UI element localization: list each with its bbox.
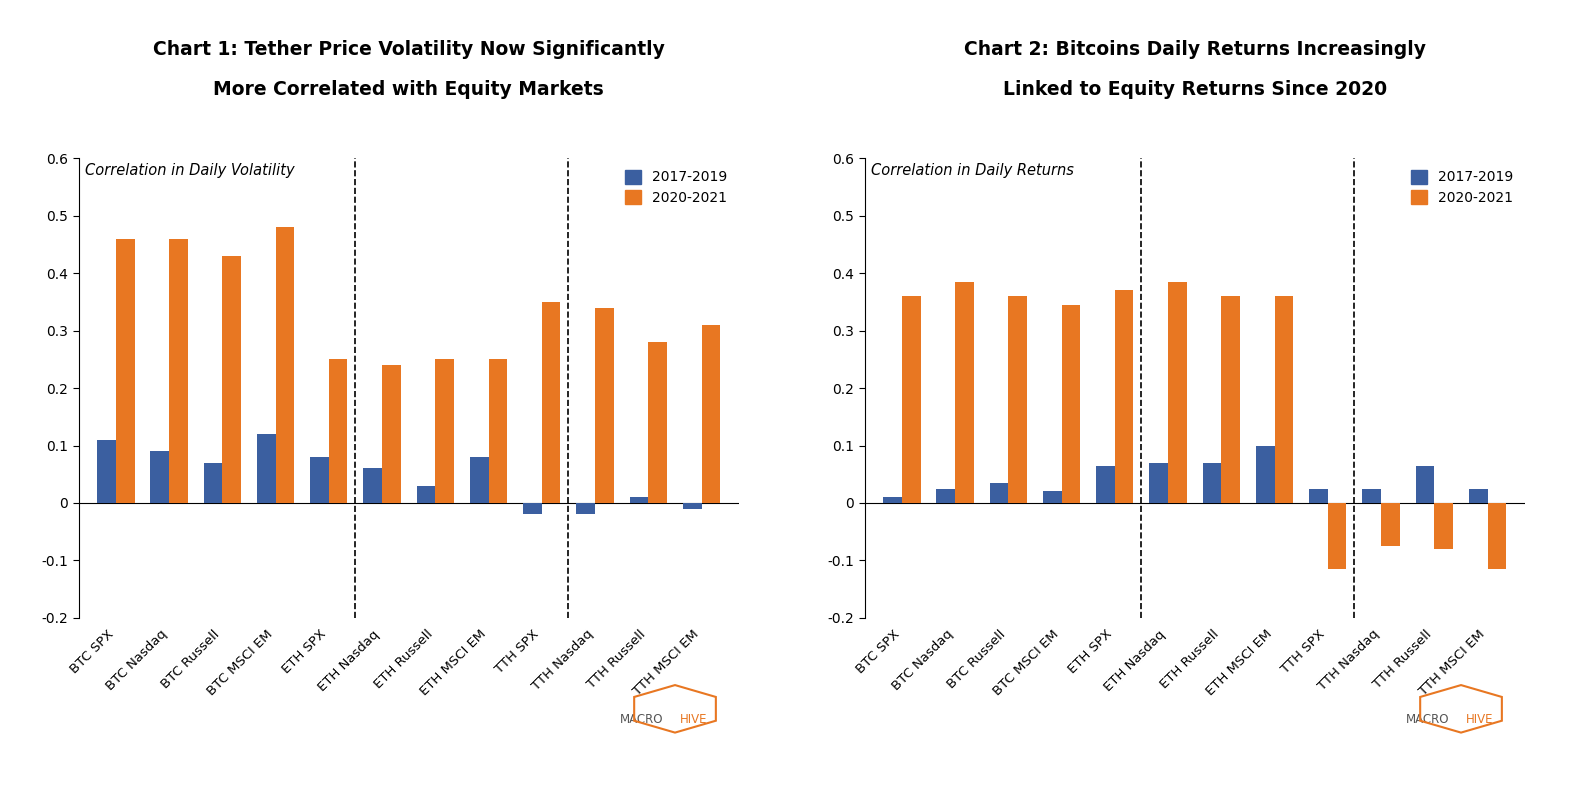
Bar: [1042, 491, 1061, 503]
Text: Linked to Equity Returns Since 2020: Linked to Equity Returns Since 2020: [1003, 80, 1387, 99]
Bar: [1096, 466, 1115, 503]
Bar: [1221, 296, 1240, 503]
Bar: [116, 239, 135, 503]
Bar: [382, 365, 401, 503]
Bar: [1416, 466, 1434, 503]
Text: Correlation in Daily Volatility: Correlation in Daily Volatility: [85, 163, 296, 178]
Text: HIVE: HIVE: [1465, 713, 1493, 725]
Bar: [1363, 489, 1382, 503]
Bar: [204, 463, 222, 503]
Text: Chart 2: Bitcoins Daily Returns Increasingly: Chart 2: Bitcoins Daily Returns Increasi…: [964, 40, 1426, 59]
Legend: 2017-2019, 2020-2021: 2017-2019, 2020-2021: [1407, 166, 1519, 209]
Bar: [1487, 503, 1506, 569]
Bar: [275, 227, 294, 503]
Bar: [937, 489, 956, 503]
Bar: [1008, 296, 1027, 503]
Bar: [1309, 489, 1328, 503]
Bar: [1168, 282, 1187, 503]
Bar: [648, 342, 667, 503]
Bar: [1149, 463, 1168, 503]
Bar: [523, 503, 542, 515]
Bar: [1382, 503, 1399, 546]
Bar: [577, 503, 596, 515]
Bar: [956, 282, 973, 503]
Bar: [489, 360, 508, 503]
Text: HIVE: HIVE: [679, 713, 707, 725]
Bar: [1434, 503, 1453, 549]
Bar: [256, 434, 275, 503]
Bar: [363, 468, 382, 503]
Bar: [97, 440, 116, 503]
Bar: [701, 325, 720, 503]
Bar: [630, 497, 648, 503]
Bar: [417, 485, 435, 503]
Text: MACRO: MACRO: [619, 713, 663, 725]
Bar: [222, 256, 241, 503]
Bar: [596, 308, 613, 503]
Bar: [883, 497, 902, 503]
Bar: [151, 451, 170, 503]
Bar: [1061, 305, 1080, 503]
Bar: [1275, 296, 1294, 503]
Bar: [682, 503, 701, 508]
Bar: [990, 483, 1008, 503]
Bar: [170, 239, 187, 503]
Bar: [1203, 463, 1221, 503]
Bar: [310, 457, 329, 503]
Bar: [1468, 489, 1487, 503]
Bar: [1256, 445, 1275, 503]
Bar: [435, 360, 454, 503]
Text: More Correlated with Equity Markets: More Correlated with Equity Markets: [214, 80, 604, 99]
Bar: [1328, 503, 1347, 569]
Text: Chart 1: Tether Price Volatility Now Significantly: Chart 1: Tether Price Volatility Now Sig…: [152, 40, 665, 59]
Bar: [542, 302, 561, 503]
Bar: [902, 296, 921, 503]
Text: Correlation in Daily Returns: Correlation in Daily Returns: [871, 163, 1074, 178]
Bar: [1115, 291, 1133, 503]
Text: MACRO: MACRO: [1405, 713, 1449, 725]
Legend: 2017-2019, 2020-2021: 2017-2019, 2020-2021: [621, 166, 733, 209]
Bar: [470, 457, 489, 503]
Bar: [329, 360, 347, 503]
